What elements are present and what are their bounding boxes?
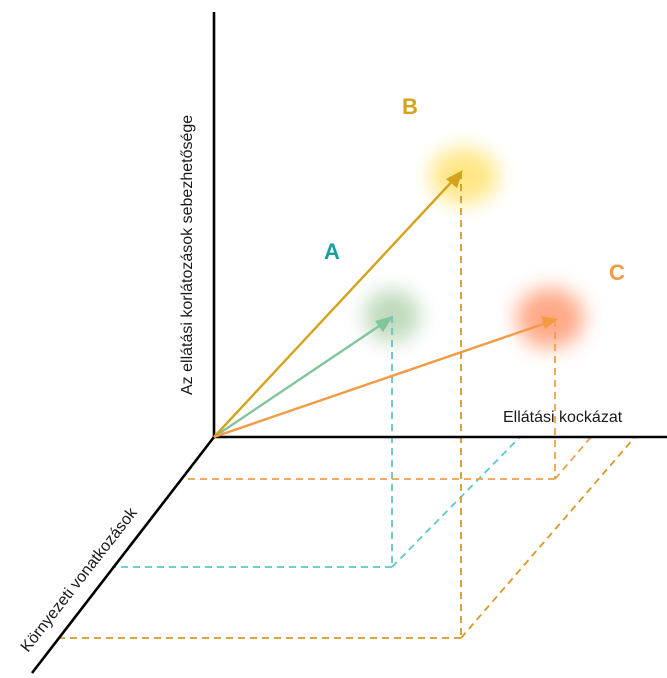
point-b-glow — [430, 148, 498, 204]
point-b-arrow — [213, 170, 463, 438]
point-b-label: B — [402, 94, 418, 119]
point-c-arrow — [213, 316, 558, 439]
horizontal-axis-label: Ellátási kockázat — [503, 409, 623, 426]
point-c-label: C — [609, 260, 625, 285]
diagonal-axis — [30, 436, 216, 674]
diagonal-axis-label: Környezeti vonatkozások — [18, 504, 142, 655]
vertical-axis-label: Az ellátási korlátozások sebezhetősége — [179, 115, 196, 395]
point-a-label: A — [324, 239, 340, 264]
point-a-arrow — [213, 316, 393, 438]
point-a-guides — [112, 316, 521, 568]
point-b-guides — [55, 172, 636, 639]
axes — [30, 12, 667, 674]
point-c-guides — [185, 320, 592, 480]
